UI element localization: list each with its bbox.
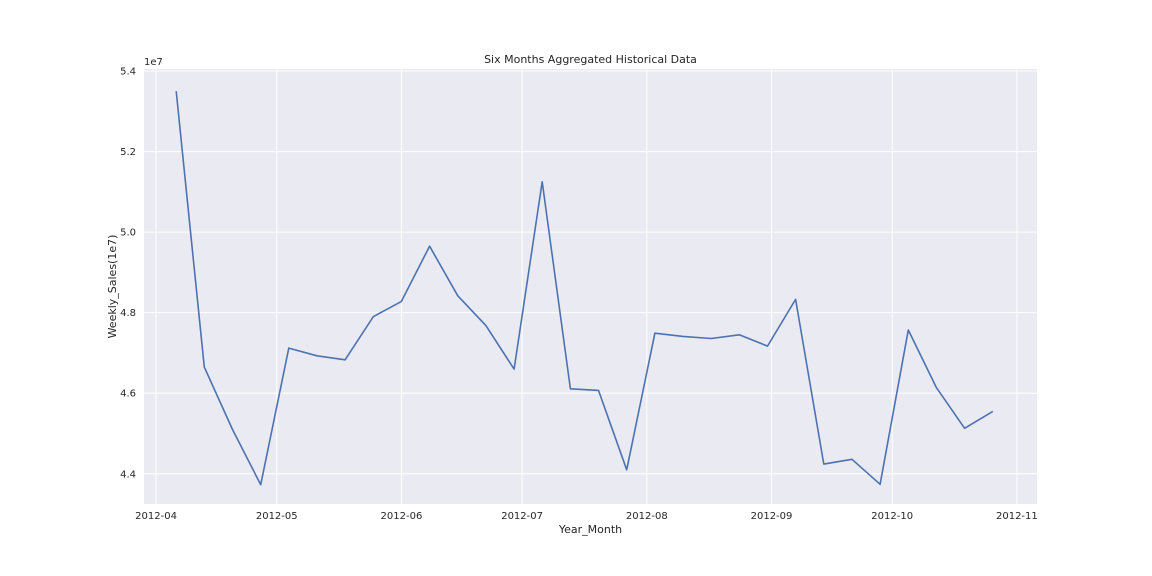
series-line [175,91,994,486]
plot-background [144,69,1037,504]
y-tick-label: 5.2 [120,147,136,158]
x-tick-label: 2012-09 [751,511,793,522]
y-axis-label: Weekly_Sales(1e7) [106,235,119,339]
x-tick-label: 2012-08 [626,511,668,522]
y-tick-label: 4.8 [120,308,136,319]
chart-title: Six Months Aggregated Historical Data [484,53,697,66]
grid [144,69,1037,504]
y-axis-offset-label: 1e7 [144,57,163,68]
x-tick-label: 2012-06 [381,511,423,522]
y-tick-label: 5.4 [120,67,136,78]
x-tick-label: 2012-10 [871,511,913,522]
y-ticks: 4.4 4.6 4.8 5.0 5.2 5.4 [120,67,136,481]
x-tick-label: 2012-07 [501,511,543,522]
y-tick-label: 4.6 [120,389,136,400]
x-tick-label: 2012-05 [256,511,298,522]
x-tick-label: 2012-04 [135,511,177,522]
x-tick-label: 2012-11 [996,511,1038,522]
series-layer [175,91,994,486]
x-axis-label: Year_Month [558,523,622,536]
y-tick-label: 4.4 [120,469,136,480]
y-tick-label: 5.0 [120,228,136,239]
x-ticks: 2012-04 2012-05 2012-06 2012-07 2012-08 2012-… [135,511,1038,522]
